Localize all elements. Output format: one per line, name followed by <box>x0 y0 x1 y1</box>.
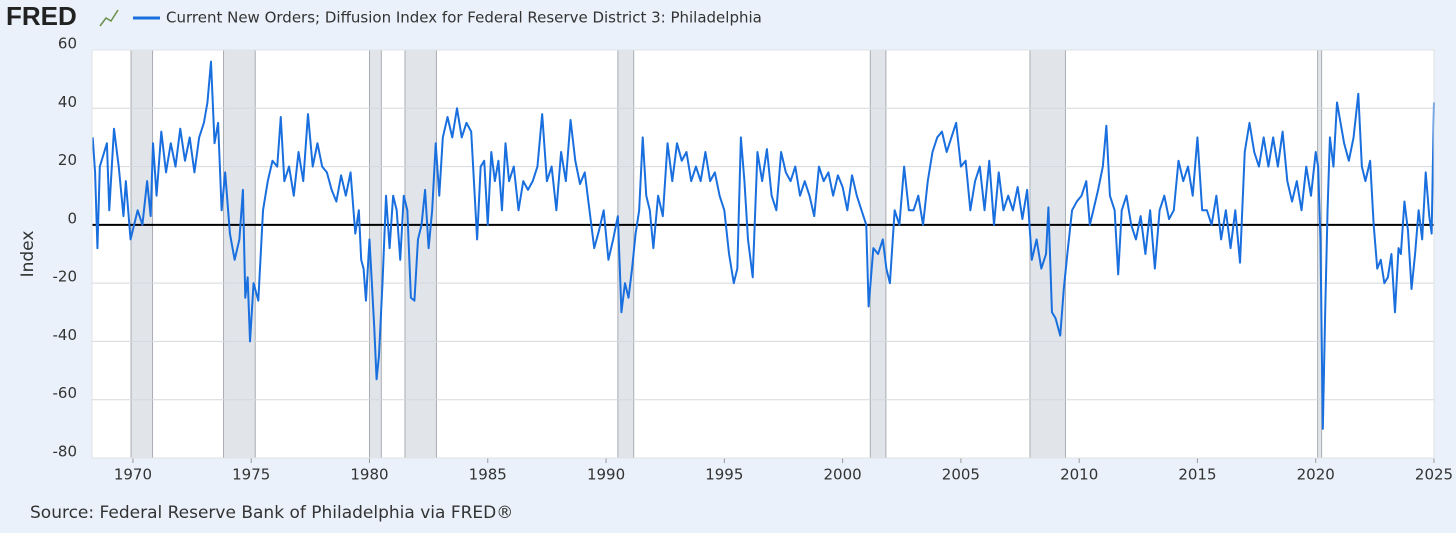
plot-area <box>92 50 1434 458</box>
x-tick-label: 2015 <box>1178 466 1216 484</box>
recession-band <box>1029 49 1066 459</box>
x-tick-label: 2020 <box>1297 466 1335 484</box>
x-tick-label: 2025 <box>1415 466 1453 484</box>
logo: FRED <box>6 1 77 31</box>
y-tick-label: 40 <box>58 93 77 111</box>
x-tick-label: 1985 <box>469 466 507 484</box>
legend-label: Current New Orders; Diffusion Index for … <box>166 9 762 27</box>
logo-icon <box>99 9 119 27</box>
source: Source: Federal Reserve Bank of Philadel… <box>30 503 513 523</box>
y-tick-label: -60 <box>53 384 78 402</box>
x-tick-label: 1990 <box>587 466 625 484</box>
y-tick-label: 60 <box>58 35 77 53</box>
x-tick-label: 2000 <box>824 466 862 484</box>
x-tick-label: 1970 <box>114 466 152 484</box>
x-tick-label: 1980 <box>350 466 388 484</box>
x-tick-label: 1995 <box>705 466 743 484</box>
x-tick-label: 2005 <box>942 466 980 484</box>
recession-band <box>130 49 154 459</box>
recession-band <box>404 49 437 459</box>
y-tick-label: -20 <box>53 268 78 286</box>
x-tick-label: 1975 <box>232 466 270 484</box>
y-tick-label: -80 <box>53 443 78 461</box>
y-tick-label: 20 <box>58 151 77 169</box>
y-tick-label: 0 <box>67 209 77 227</box>
data-line <box>91 60 1435 430</box>
x-tick-label: 2010 <box>1060 466 1098 484</box>
recession-band <box>223 49 256 459</box>
plot-border <box>91 49 1435 459</box>
y-tick-label: -40 <box>53 326 78 344</box>
y-axis-label: Index <box>18 231 38 278</box>
